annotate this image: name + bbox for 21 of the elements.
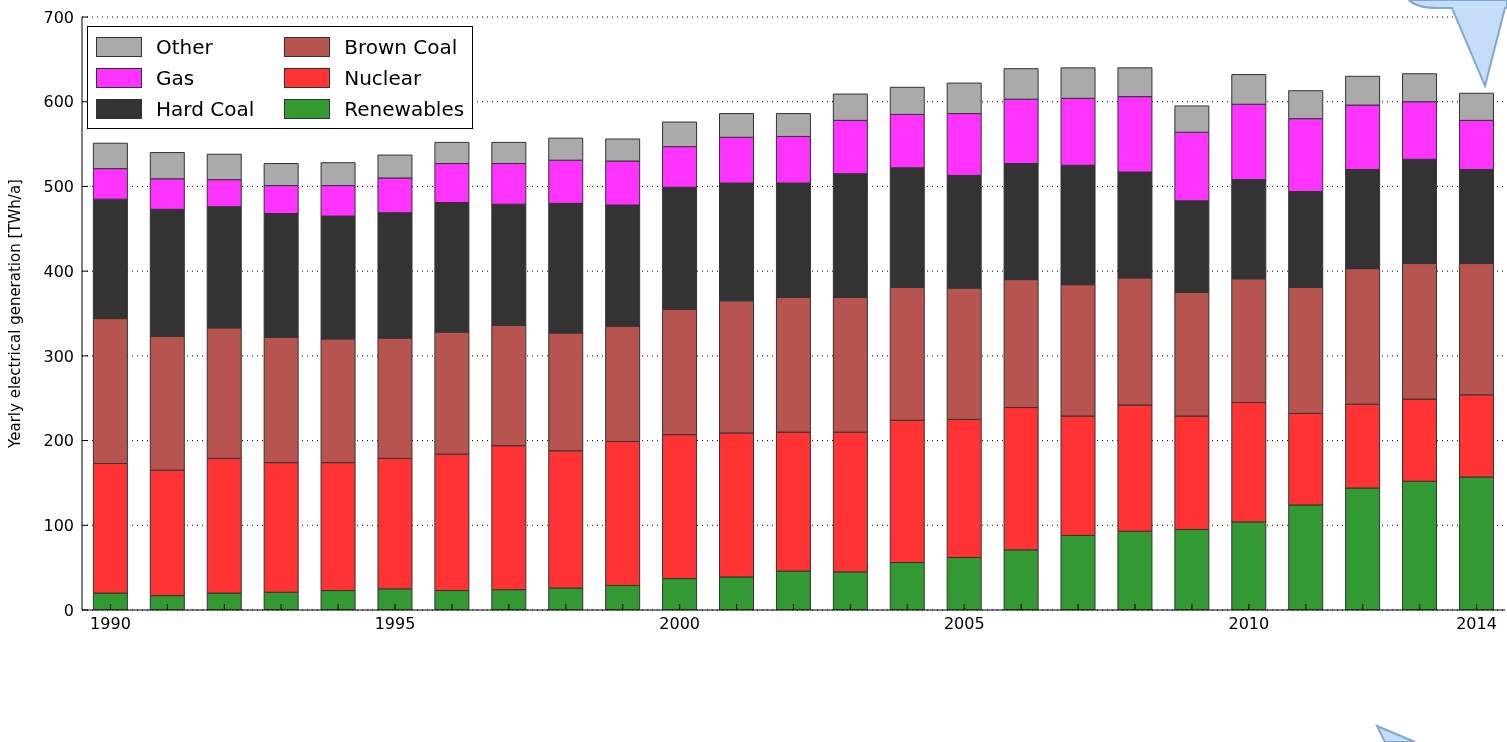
y-tick-label: 300 [43,346,74,366]
legend-label: Nuclear [344,65,422,90]
x-tick-label: 2000 [659,614,701,634]
y-axis-title: Yearly electrical generation [TWh/a] [6,179,24,449]
legend-label: Other [156,34,213,59]
x-tick-label: 1995 [374,614,416,634]
y-tick-label: 400 [43,261,74,281]
x-tick-label: 1990 [90,614,131,634]
y-tick-label: 500 [43,177,74,197]
y-tick-label: 700 [43,7,74,27]
x-tick-label: 2014 [1456,614,1497,634]
legend-label: Gas [156,65,195,90]
legend-label: Renewables [344,96,465,121]
y-tick-label: 600 [43,92,74,112]
legend-label: Hard Coal [156,96,255,121]
y-tick-label: 100 [43,515,74,535]
x-tick-label: 2010 [1228,614,1270,634]
y-tick-label: 200 [43,431,74,451]
y-tick-label: 0 [63,600,74,620]
x-tick-label: 2005 [943,614,985,634]
legend-label: Brown Coal [344,34,458,59]
